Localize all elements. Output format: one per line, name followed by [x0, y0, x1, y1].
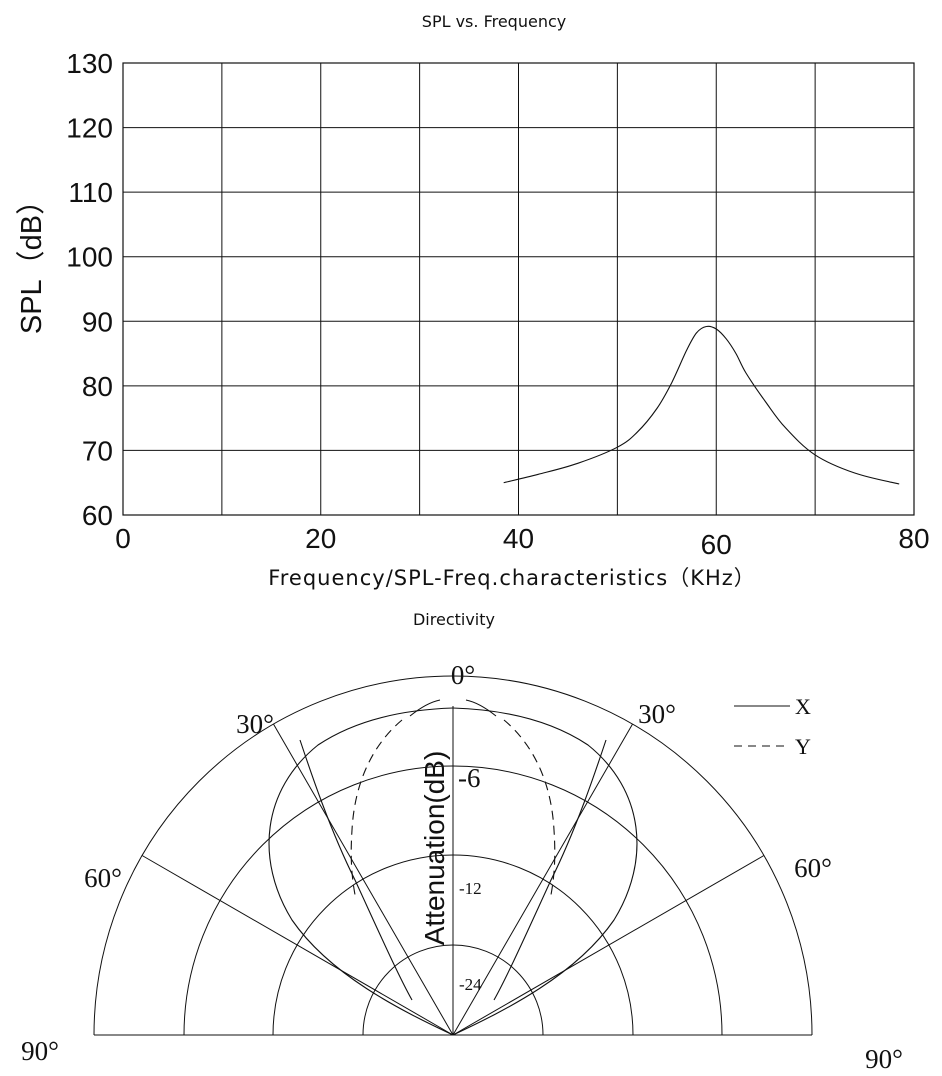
polar-spoke-30	[452, 723, 633, 1036]
curve-x-left	[268, 707, 454, 1036]
legend-label-y: Y	[795, 734, 811, 759]
spl-frequency-chart: SPL vs. Frequency 0 20 40 60 80 60 70 80 90 100 1…	[16, 12, 930, 590]
polar-spoke-30	[273, 723, 454, 1036]
chart-title: Directivity	[413, 610, 495, 629]
chart-title: SPL vs. Frequency	[422, 12, 566, 31]
directivity-chart: Directivity 0° 30° 30° 60° 60° 90° 90° A…	[21, 610, 903, 1074]
radial-axis-label: Attenuation(dB)	[419, 751, 450, 946]
curve-x-right	[452, 707, 638, 1036]
y-tick-label: 60	[82, 500, 113, 531]
x-tick-label: 80	[898, 523, 929, 554]
spl-grid	[122, 62, 915, 516]
radial-label-6: -6	[458, 763, 481, 793]
spl-y-ticks: 60 70 80 90 100 110 120 130	[66, 48, 113, 531]
x-tick-label: 20	[305, 523, 336, 554]
y-tick-label: 80	[82, 371, 113, 402]
polar-grid	[93, 675, 813, 1036]
polar-curves	[268, 699, 638, 1036]
angle-label-left-60: 60°	[84, 863, 122, 893]
polar-ring	[93, 675, 813, 1036]
curve-top-cap-right	[465, 699, 497, 717]
spl-x-ticks: 0 20 40 60 80	[115, 523, 929, 560]
curve-y-left	[350, 719, 403, 901]
y-axis-label: SPL（dB）	[16, 186, 48, 334]
curve-top-cap-left	[409, 699, 441, 717]
angle-label-right-60: 60°	[794, 853, 832, 883]
curve-x-inner-right	[493, 739, 607, 1001]
legend-label-x: X	[795, 694, 811, 719]
x-axis-label: Frequency/SPL-Freq.characteristics（KHz）	[268, 566, 756, 590]
polar-spoke-60	[452, 855, 765, 1036]
y-tick-label: 70	[82, 435, 113, 466]
radial-label-24: -24	[459, 975, 482, 994]
x-tick-label: 0	[115, 523, 131, 554]
y-tick-label: 120	[66, 113, 113, 144]
angle-label-left-90: 90°	[21, 1036, 59, 1066]
curve-y-right	[503, 719, 556, 901]
spl-series	[503, 325, 900, 485]
angle-label-right-30: 30°	[638, 699, 676, 729]
angle-label-left-30: 30°	[236, 709, 274, 739]
series-line	[503, 325, 900, 485]
angle-label-0: 0°	[451, 660, 475, 690]
curve-x-inner-left	[299, 739, 413, 1001]
y-tick-label: 130	[66, 48, 113, 79]
legend: X Y	[734, 694, 811, 759]
radial-label-12: -12	[459, 879, 482, 898]
polar-spoke-60	[141, 855, 454, 1036]
x-tick-label: 60	[701, 529, 732, 560]
y-tick-label: 90	[82, 306, 113, 337]
x-tick-label: 40	[503, 523, 534, 554]
y-tick-label: 100	[66, 242, 113, 273]
angle-label-right-90: 90°	[865, 1044, 903, 1074]
y-tick-label: 110	[68, 177, 113, 208]
